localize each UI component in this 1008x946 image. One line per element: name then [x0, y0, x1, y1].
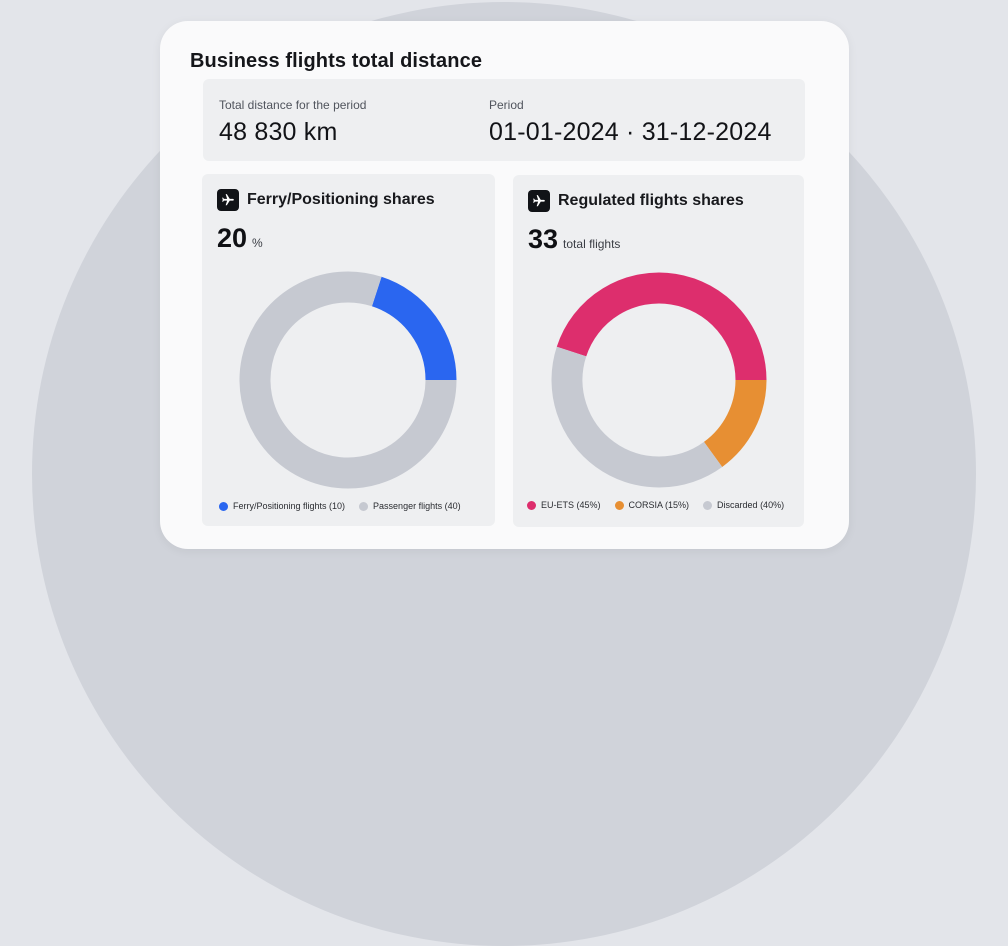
kpi: 20 % — [217, 223, 263, 254]
airplane-icon — [217, 189, 239, 211]
panel-header: Ferry/Positioning shares — [217, 189, 435, 211]
legend-item-ferry: Ferry/Positioning flights (10) — [219, 501, 345, 511]
panel-title: Regulated flights shares — [558, 192, 744, 209]
kpi: 33 total flights — [528, 224, 620, 255]
legend-swatch-ferry — [219, 501, 228, 511]
legend-label: Ferry/Positioning flights (10) — [233, 501, 346, 511]
total-distance-stat: Total distance for the period 48 830 km — [219, 98, 366, 147]
period-stat: Period 01-01-2024 · 31-12-2024 — [489, 98, 772, 147]
legend-label: Discarded (40%) — [717, 500, 785, 510]
chart-legend: Ferry/Positioning flights (10) Passenger… — [219, 501, 461, 511]
airplane-icon — [528, 190, 550, 212]
legend-item-eu-ets: EU-ETS (45%) — [527, 500, 601, 510]
panel-header: Regulated flights shares — [528, 190, 744, 212]
period-value: 01-01-2024 · 31-12-2024 — [489, 118, 772, 146]
legend-item-passenger: Passenger flights (40) — [359, 501, 461, 511]
regulated-flights-panel: Regulated flights shares 33 total flight… — [513, 175, 804, 527]
legend-item-discarded: Discarded (40%) — [703, 500, 784, 510]
donut-slice-eu-ets — [556, 272, 767, 381]
donut-slice-corsia — [703, 379, 767, 467]
total-distance-label: Total distance for the period — [219, 98, 367, 112]
dashboard-card: Business flights total distance Total di… — [160, 21, 849, 549]
regulated-donut-chart — [551, 272, 767, 488]
donut-slice-passenger-flights — [239, 271, 457, 489]
total-distance-value: 48 830 km — [219, 118, 338, 146]
legend-swatch-corsia — [614, 500, 624, 510]
legend-item-corsia: CORSIA (15%) — [614, 500, 690, 510]
legend-swatch-discarded — [703, 500, 713, 510]
donut-slice-discarded — [551, 346, 723, 488]
period-label: Period — [489, 98, 524, 112]
kpi-value: 20 — [217, 223, 248, 253]
page-title: Business flights total distance — [190, 50, 483, 72]
ferry-positioning-panel: Ferry/Positioning shares 20 % Ferry/Posi… — [202, 174, 495, 526]
donut-slice-ferry-positioning-flights — [371, 276, 457, 381]
legend-swatch-eu-ets — [527, 500, 536, 510]
panel-title: Ferry/Positioning shares — [247, 191, 435, 208]
kpi-unit: total flights — [563, 237, 621, 251]
kpi-value: 33 — [528, 224, 559, 254]
kpi-unit: % — [252, 236, 263, 250]
legend-label: Passenger flights (40) — [373, 501, 461, 511]
chart-legend: EU-ETS (45%) CORSIA (15%) Discarded (40%… — [527, 500, 784, 510]
legend-swatch-passenger — [359, 501, 369, 511]
legend-label: CORSIA (15%) — [628, 500, 690, 510]
summary-box: Total distance for the period 48 830 km … — [203, 79, 805, 161]
ferry-donut-chart — [239, 271, 457, 489]
legend-label: EU-ETS (45%) — [541, 500, 601, 510]
